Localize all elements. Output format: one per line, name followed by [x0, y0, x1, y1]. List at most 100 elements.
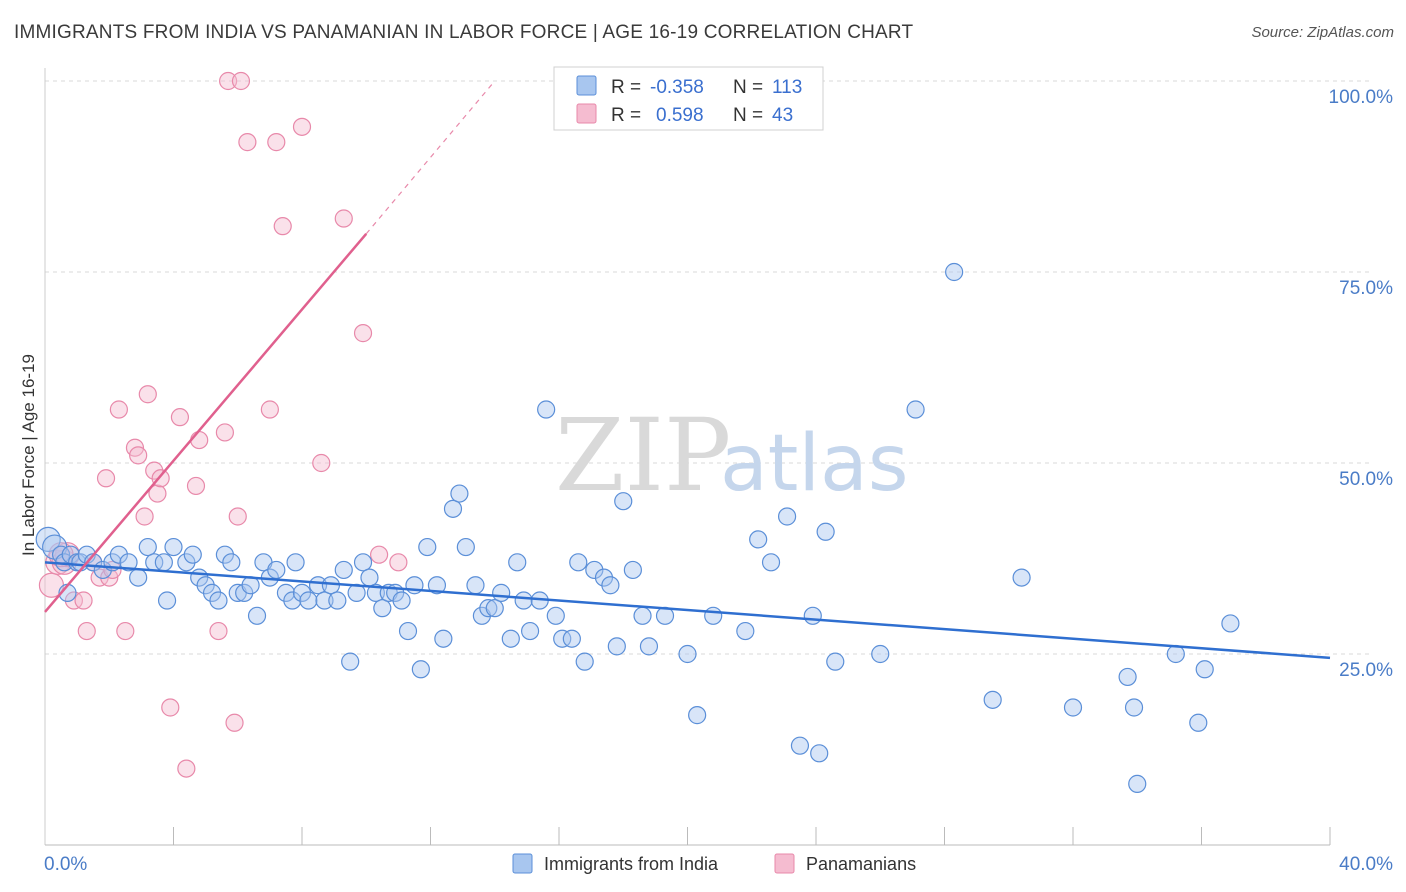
india-point	[569, 553, 588, 572]
india-point	[456, 537, 475, 557]
india-point	[154, 553, 173, 572]
india-trend-line	[44, 561, 1331, 660]
india-point	[129, 568, 148, 587]
india-point	[177, 553, 196, 572]
india-point	[418, 537, 437, 557]
legend-r-value-1: -0.358	[650, 77, 704, 98]
india-point	[623, 560, 642, 580]
legend-n-value-1: 113	[772, 77, 802, 98]
india-point	[196, 576, 215, 595]
india-point	[283, 591, 302, 610]
panamanians-point	[74, 591, 93, 610]
panamanians-point	[109, 400, 128, 419]
panamanians-point	[370, 545, 389, 564]
india-point	[501, 629, 520, 648]
y-tick-labels: 25.0% 50.0% 75.0% 100.0%	[1329, 87, 1394, 681]
panamanians-point	[116, 621, 135, 641]
india-point	[553, 629, 572, 648]
watermark-atlas: atlas	[720, 419, 909, 509]
india-point	[1189, 713, 1208, 732]
panamanians-point	[96, 469, 116, 488]
india-point	[1128, 774, 1147, 793]
india-point	[202, 583, 222, 602]
panamanians-point	[103, 560, 122, 580]
india-point	[443, 499, 463, 518]
panamanians-point	[238, 133, 257, 152]
india-point	[276, 583, 296, 602]
india-point	[215, 545, 234, 564]
legend-n-label-1: N =	[733, 77, 763, 98]
india-point	[871, 644, 890, 664]
panamanians-point	[170, 408, 190, 427]
panamanians-point	[389, 553, 408, 572]
india-point	[138, 537, 157, 557]
y-tick-label: 100.0%	[1329, 87, 1394, 108]
legend-n-label-2: N =	[733, 105, 763, 126]
panamanians-point	[148, 484, 167, 503]
india-point	[826, 652, 845, 671]
india-points	[35, 262, 1240, 793]
panamanians-point	[209, 621, 228, 641]
india-point	[466, 576, 485, 595]
india-point	[537, 400, 556, 419]
india-point	[633, 606, 652, 625]
india-point	[119, 553, 138, 572]
series-legend-swatch-panamanians	[774, 853, 795, 874]
x-tick-label: 40.0%	[1339, 854, 1393, 875]
grid-lines	[45, 80, 1370, 655]
india-point	[328, 591, 347, 610]
india-point	[614, 492, 633, 511]
india-point	[810, 744, 829, 763]
panamanians-trend-extension	[365, 80, 496, 235]
legend-n-value-2: 43	[772, 105, 793, 126]
india-point	[267, 560, 286, 580]
india-point	[1124, 698, 1144, 717]
india-point	[562, 629, 581, 648]
watermark-zip: ZIP	[555, 397, 731, 514]
india-point	[315, 591, 334, 610]
india-point	[183, 545, 202, 564]
india-point	[803, 606, 822, 625]
panamanians-point	[215, 423, 234, 442]
panamanians-point	[186, 476, 206, 496]
india-point	[983, 690, 1002, 709]
india-point	[427, 576, 447, 595]
india-point	[450, 484, 469, 503]
india-point	[945, 262, 964, 282]
india-point	[704, 606, 723, 625]
y-tick-label: 75.0%	[1339, 278, 1393, 299]
legend-swatch-panamanians	[576, 103, 597, 124]
panamanians-point	[129, 446, 148, 465]
india-point	[392, 591, 411, 610]
india-point	[790, 736, 810, 755]
panamanians-point	[190, 430, 209, 450]
panamanians-point	[260, 400, 279, 419]
india-point	[1063, 698, 1083, 717]
trend-lines	[44, 80, 1331, 660]
panamanians-point	[225, 713, 244, 732]
india-point	[601, 576, 620, 595]
chart-title: IMMIGRANTS FROM INDIA VS PANAMANIAN IN L…	[14, 22, 914, 43]
panamanians-point	[353, 324, 373, 343]
india-point	[485, 599, 504, 618]
legend-r-value-2: 0.598	[656, 105, 704, 126]
panamanians-point	[77, 621, 96, 641]
panamanians-point	[267, 133, 286, 152]
india-point	[777, 507, 797, 526]
india-point	[209, 591, 228, 610]
panamanians-point	[135, 507, 154, 526]
india-point	[1221, 614, 1240, 633]
panamanians-point	[273, 217, 292, 236]
india-point	[1118, 667, 1137, 687]
legend-swatch-india	[576, 75, 597, 96]
india-point	[492, 583, 511, 602]
panamanians-point	[292, 117, 312, 136]
india-point	[411, 660, 430, 679]
panamanians-point	[219, 71, 238, 91]
india-point	[434, 629, 453, 648]
india-point	[639, 637, 659, 656]
india-point	[247, 606, 267, 625]
panamanians-point	[138, 385, 157, 404]
india-point	[299, 591, 318, 610]
